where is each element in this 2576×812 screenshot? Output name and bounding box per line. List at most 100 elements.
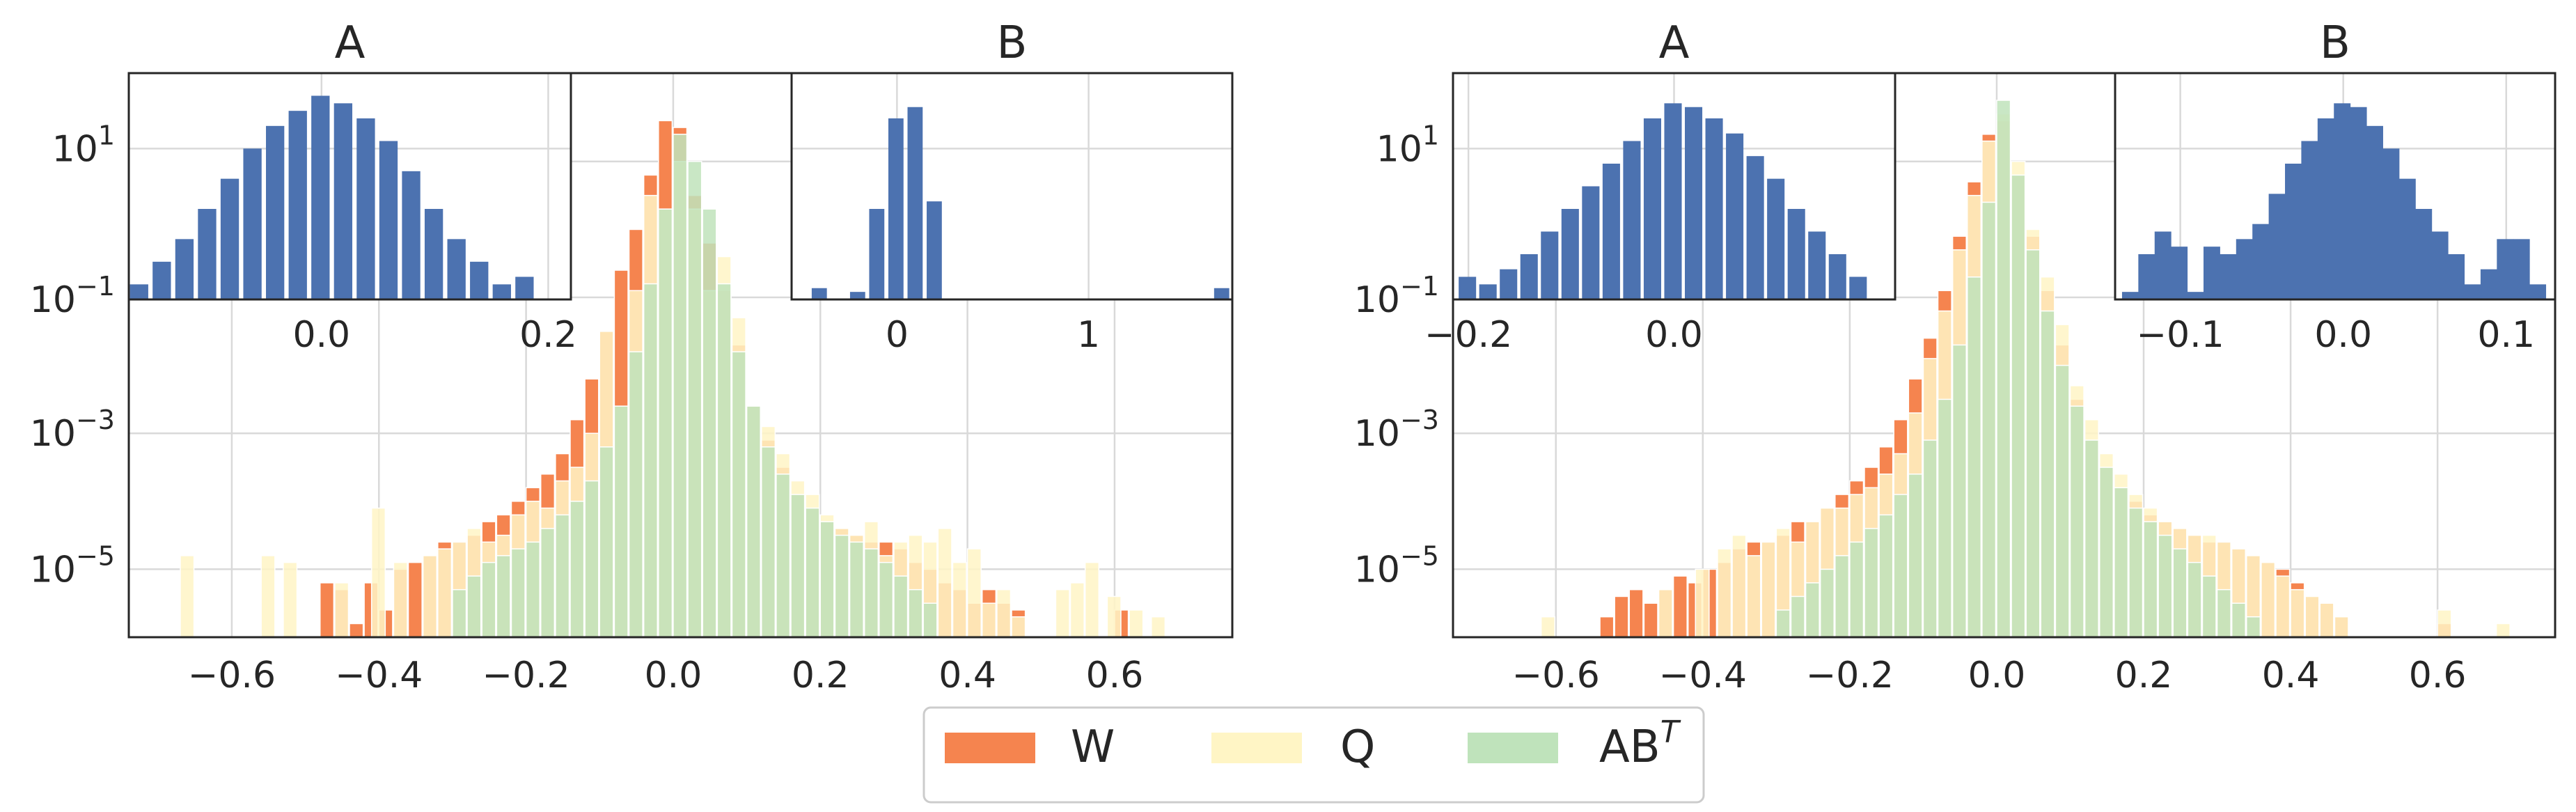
inset-b: B −0.1 0.0 0.1 xyxy=(2114,17,2557,356)
inset-frame xyxy=(790,72,1234,301)
inset-y-tick-label-base: 10 xyxy=(1376,128,1422,170)
inset-bar xyxy=(2464,284,2481,299)
inset-x-tick-label: −0.1 xyxy=(2136,314,2224,356)
y-tick-label: 10−5 xyxy=(30,540,115,591)
inset-bar xyxy=(379,141,398,299)
x-tick-label: 0.0 xyxy=(645,655,702,696)
legend-swatch-q xyxy=(1211,733,1302,763)
inset-bar xyxy=(470,261,489,299)
inset-bar xyxy=(1561,209,1579,299)
inset-bar xyxy=(243,148,262,299)
y-tick-label: 10−3 xyxy=(30,405,115,455)
inset-bar xyxy=(811,288,827,299)
bar-abt xyxy=(584,480,599,638)
inset-bar xyxy=(175,239,194,299)
inset-bar xyxy=(2431,231,2449,299)
bar-abt xyxy=(525,541,540,638)
bar-abt xyxy=(1937,398,1952,638)
bar-q xyxy=(1106,595,1122,638)
bar-abt xyxy=(1805,582,1820,638)
bar-abt xyxy=(746,405,761,638)
x-tick-label: −0.4 xyxy=(335,655,423,696)
inset-x-tick-label: 0.1 xyxy=(2477,314,2535,356)
bar-abt xyxy=(2011,174,2026,638)
inset-y-tick-label-exp: 1 xyxy=(1422,120,1439,150)
inset-bar xyxy=(424,209,443,299)
inset-bar xyxy=(1623,141,1641,299)
bar-w xyxy=(1614,595,1629,638)
x-tick-label: −0.2 xyxy=(482,655,570,696)
inset-bar xyxy=(2334,103,2351,300)
inset-bar xyxy=(1828,254,1846,299)
inset-y-tick-label: 10−1 xyxy=(1354,271,1439,321)
legend-label-abt: ABT xyxy=(1599,715,1681,773)
inset-bar xyxy=(2366,125,2383,299)
x-tick-label: −0.6 xyxy=(188,655,276,696)
bar-q xyxy=(966,548,982,638)
bar-abt xyxy=(628,351,643,638)
inset-bar xyxy=(198,209,217,299)
inset-bar xyxy=(1726,133,1744,299)
inset-bar xyxy=(1767,178,1785,299)
inset-bar xyxy=(2285,164,2302,299)
legend-label-abt-superscript: T xyxy=(1660,715,1681,750)
bar-q xyxy=(981,602,997,638)
bar-abt xyxy=(570,501,585,638)
bar-abt xyxy=(673,134,688,638)
inset-x-tick-label: 0.0 xyxy=(1645,314,1703,356)
inset-bar xyxy=(266,125,285,299)
bar-abt xyxy=(643,283,659,638)
bar-abt xyxy=(908,588,923,638)
bar-q xyxy=(2275,575,2291,638)
bar-q xyxy=(1151,616,1166,638)
bar-abt xyxy=(2216,588,2231,638)
y-tick-label: 10−3 xyxy=(1354,405,1439,455)
bar-abt xyxy=(805,507,820,638)
inset-bar xyxy=(2252,224,2270,299)
bar-abt xyxy=(2025,249,2041,638)
bar-abt xyxy=(466,575,482,638)
y-tick-label-exp: −5 xyxy=(76,540,115,571)
inset-bar xyxy=(2138,254,2155,299)
inset-bar xyxy=(1643,118,1661,299)
bar-abt xyxy=(716,283,732,638)
inset-bar xyxy=(333,103,353,300)
inset-bar xyxy=(2513,239,2530,299)
bar-abt xyxy=(1775,609,1791,638)
legend-label-abt-base: AB xyxy=(1599,721,1660,773)
inset-y-tick-label-exp: −1 xyxy=(1400,271,1439,302)
x-tick-label: −0.2 xyxy=(1806,655,1894,696)
bar-abt xyxy=(555,514,570,638)
series-abt xyxy=(452,134,938,638)
inset-bar xyxy=(2154,231,2171,299)
bar-q xyxy=(2304,595,2320,638)
inset-bar xyxy=(2529,284,2547,299)
bar-abt xyxy=(731,351,746,638)
bar-q xyxy=(2495,623,2511,638)
inset-bar xyxy=(1602,164,1620,299)
bar-abt xyxy=(2040,310,2055,638)
inset-bar xyxy=(220,178,239,299)
bar-abt xyxy=(760,446,776,638)
bar-abt xyxy=(1996,100,2011,638)
inset-bar xyxy=(2187,292,2204,299)
inset-bar xyxy=(907,107,923,299)
bar-abt xyxy=(1878,514,1894,638)
inset-bar xyxy=(2382,148,2400,299)
bar-q xyxy=(996,588,1012,638)
bar-q xyxy=(1658,588,1673,638)
bar-abt xyxy=(1966,276,1982,638)
inset-bar xyxy=(1685,107,1703,299)
inset-y-tick-label-base: 10 xyxy=(30,279,76,321)
y-tick-label-exp: −5 xyxy=(1400,540,1439,571)
bar-abt xyxy=(2084,439,2099,638)
bar-q xyxy=(937,528,952,638)
bar-abt xyxy=(1981,201,1997,638)
inset-bar xyxy=(1849,276,1867,299)
inset-bar xyxy=(1664,103,1682,300)
y-tick-label-base: 10 xyxy=(30,413,76,455)
inset-bar xyxy=(311,95,330,299)
bar-q xyxy=(1055,588,1070,638)
